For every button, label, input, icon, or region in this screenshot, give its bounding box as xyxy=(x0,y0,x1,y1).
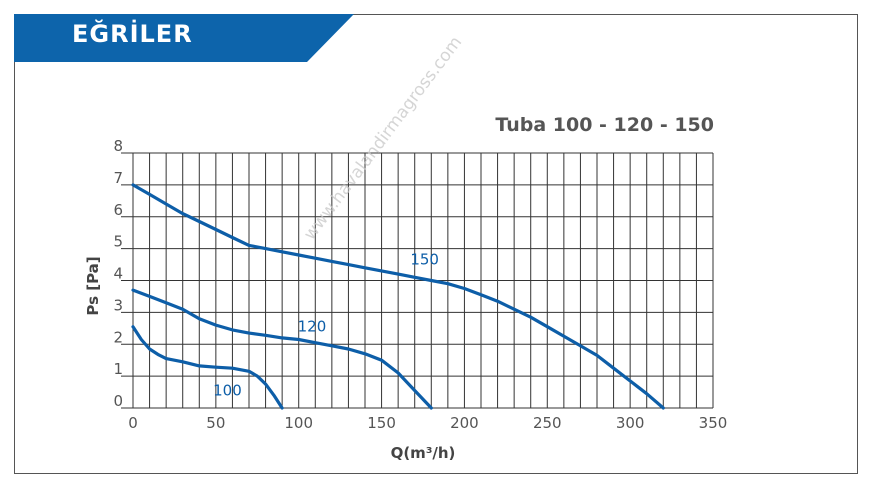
x-tick-label: 150 xyxy=(367,414,396,432)
series-labels: 100 120 150 xyxy=(213,251,439,400)
grid xyxy=(121,152,714,409)
x-tick-label: 250 xyxy=(533,414,562,432)
x-tick-label: 50 xyxy=(206,414,225,432)
series-label-100: 100 xyxy=(213,381,242,399)
header-banner xyxy=(14,14,354,62)
y-tick-label: 7 xyxy=(113,169,123,187)
y-tick-label: 8 xyxy=(113,137,123,155)
x-axis-label: Q(m³/h) xyxy=(391,444,456,462)
x-tick-label: 350 xyxy=(699,414,728,432)
x-tick-label: 100 xyxy=(284,414,313,432)
header-banner-shape xyxy=(14,14,354,62)
x-tick-label: 200 xyxy=(450,414,479,432)
y-axis-label: Ps [Pa] xyxy=(84,256,102,315)
x-tick-label: 0 xyxy=(128,414,138,432)
y-tick-label: 2 xyxy=(113,328,123,346)
series-line-100 xyxy=(131,325,284,410)
chart-title: Tuba 100 - 120 - 150 xyxy=(495,114,714,136)
series-line-150 xyxy=(131,183,665,410)
page-title: EĞRİLER xyxy=(72,20,193,48)
series-label-150: 150 xyxy=(410,251,439,269)
y-tick-label: 1 xyxy=(113,360,123,378)
y-tick-label: 4 xyxy=(113,265,123,283)
series-label-120: 120 xyxy=(298,318,327,336)
x-tick-label: 300 xyxy=(616,414,645,432)
tick-labels: 0 50 100 150 200 250 300 350 0 1 2 3 4 5 6 7 8 xyxy=(113,137,727,432)
series-lines xyxy=(131,183,665,410)
y-tick-label: 5 xyxy=(113,233,123,251)
chart-frame xyxy=(14,14,858,474)
series-line-120 xyxy=(131,288,433,410)
y-tick-label: 3 xyxy=(113,296,123,314)
y-tick-label: 6 xyxy=(113,201,123,219)
y-tick-label: 0 xyxy=(113,392,123,410)
